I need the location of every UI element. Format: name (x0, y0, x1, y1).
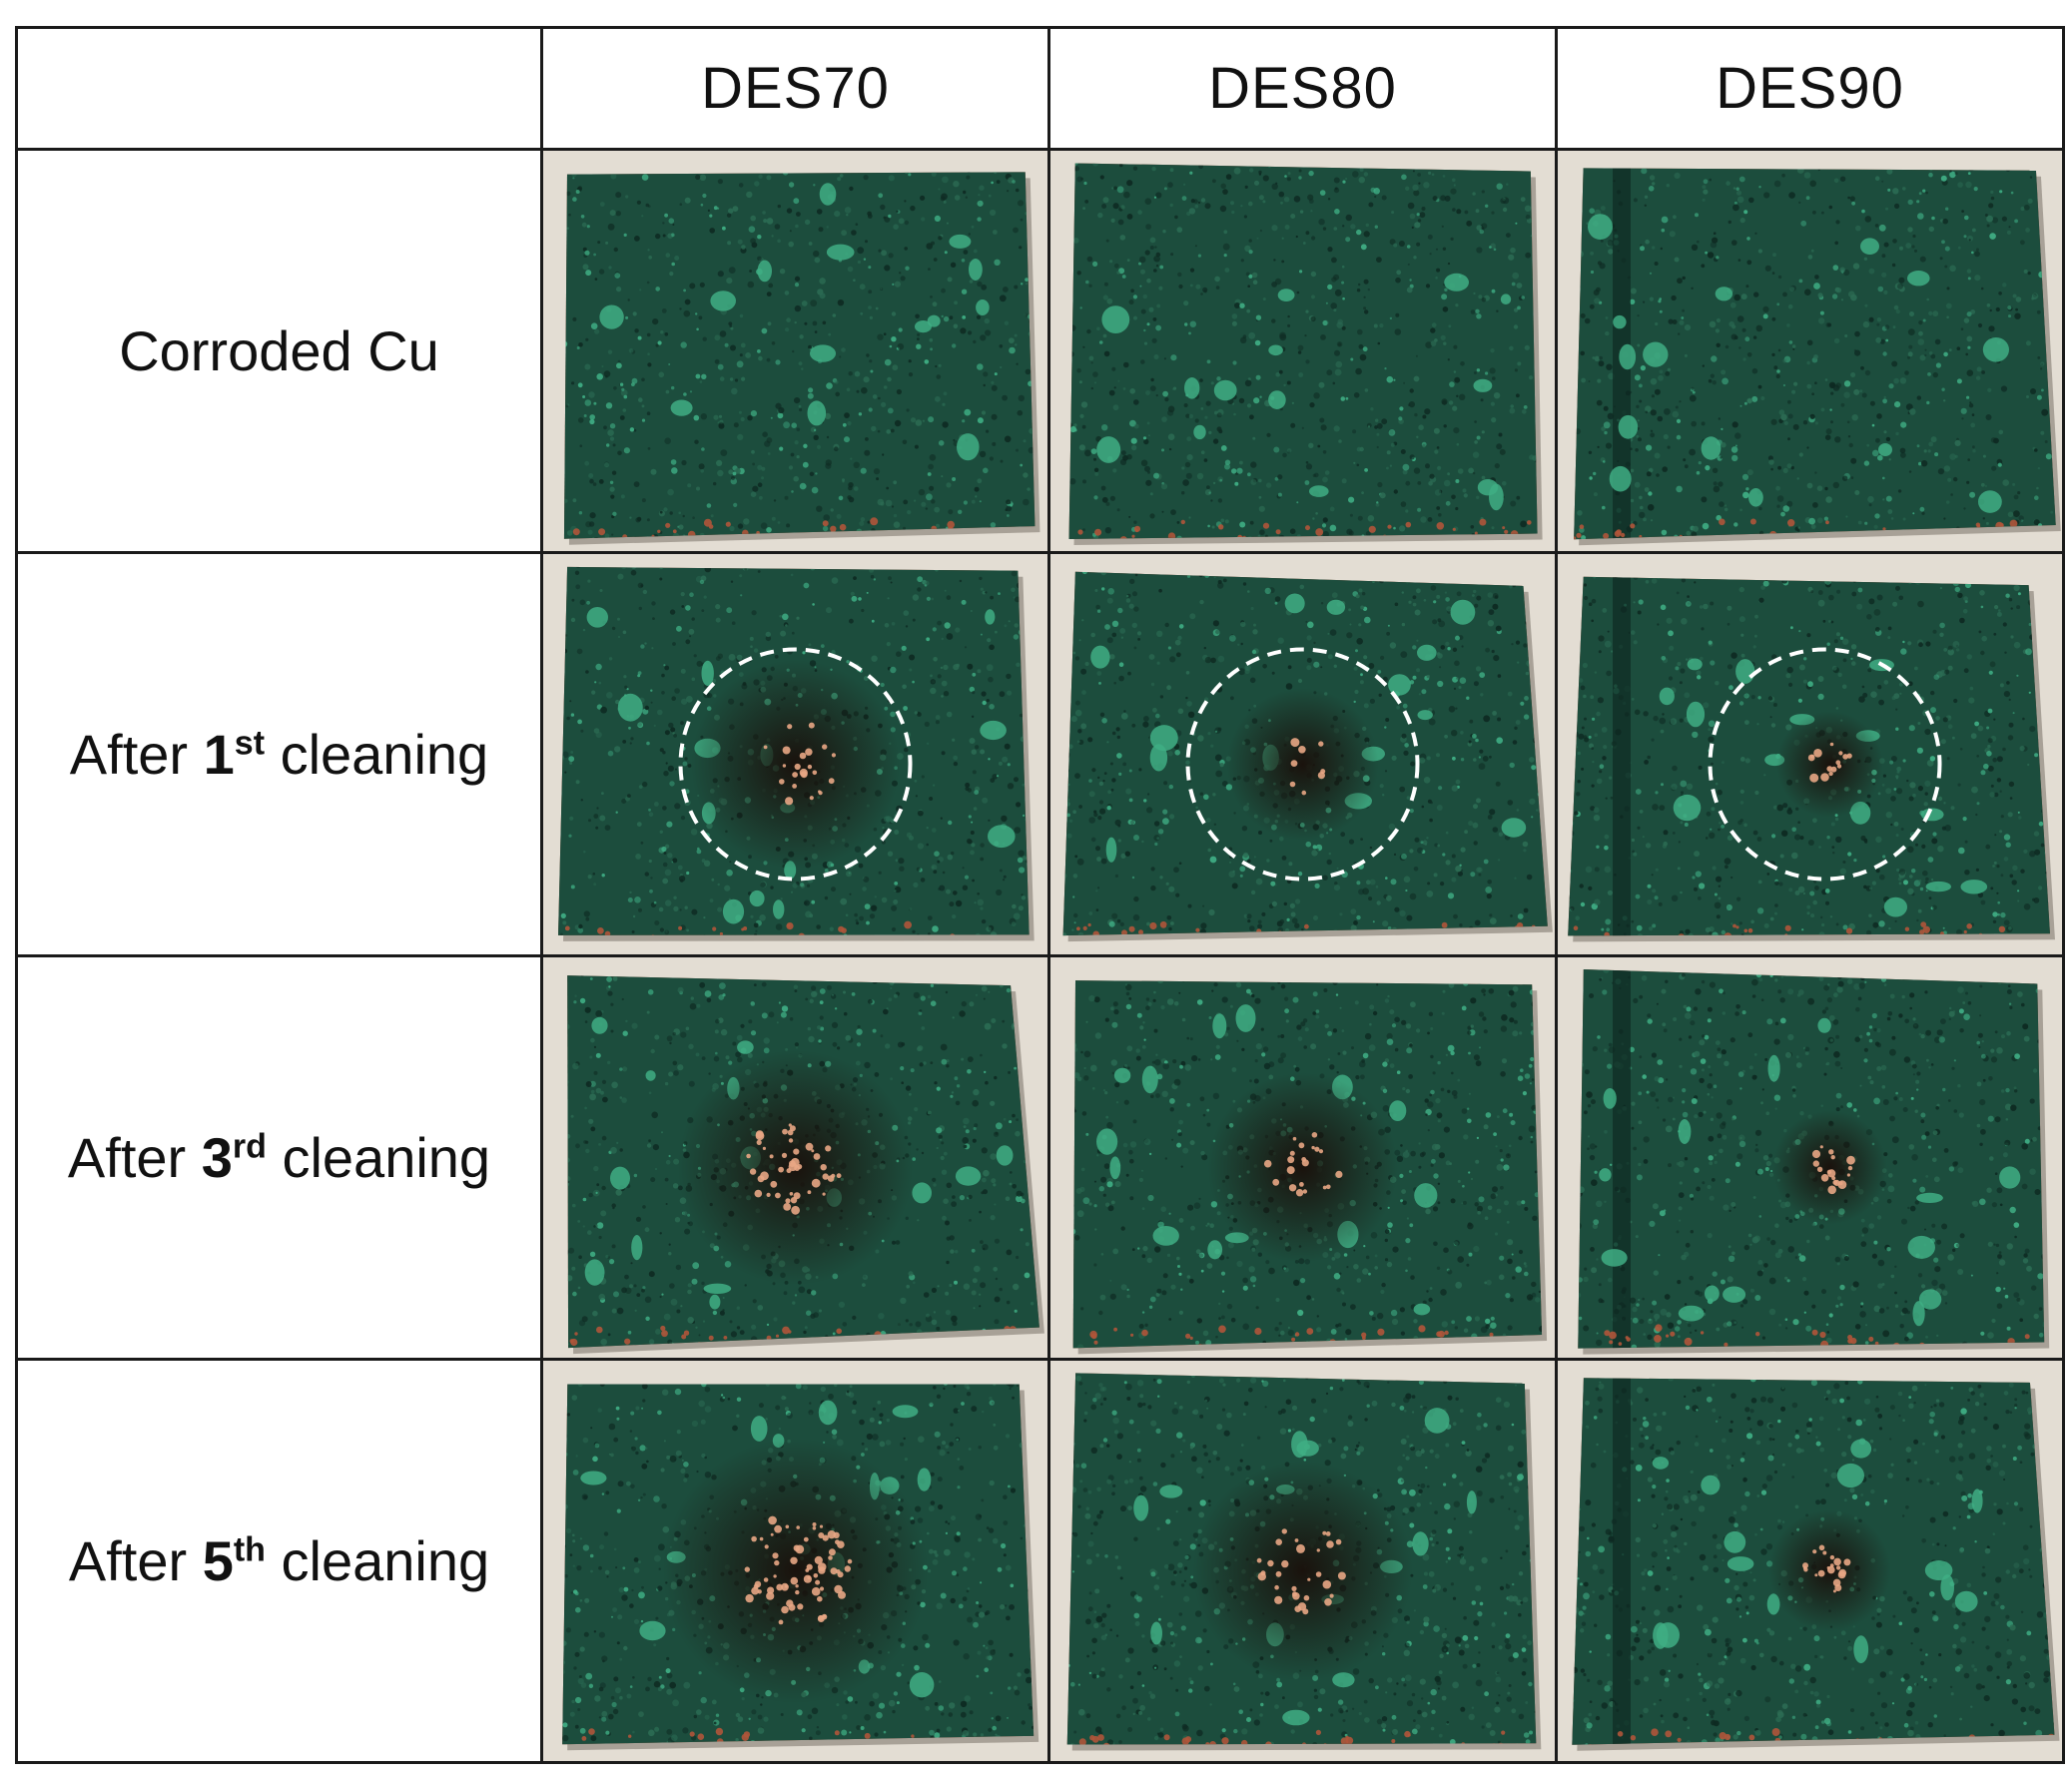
column-header-des90: DES90 (1555, 26, 2065, 151)
sample-photo (544, 152, 1046, 550)
photo-des70-corroded (540, 148, 1050, 554)
header-row: DES70 DES80 DES90 (15, 26, 2065, 151)
row-label-prefix: After (67, 1126, 202, 1189)
sample-photo (1559, 555, 2061, 953)
sample-photo (1051, 555, 1554, 953)
photo-des80-after-1st (1047, 551, 1558, 957)
row-label-cell: After 5th cleaning (15, 1358, 543, 1764)
row-label: After 3rd cleaning (68, 1126, 490, 1189)
photo-des90-after-5th (1555, 1358, 2065, 1764)
row-label-ordinal: st (234, 724, 266, 763)
row-label: Corroded Cu (119, 319, 439, 382)
row-label-prefix: Corroded Cu (119, 319, 439, 382)
row-label-number: 5 (202, 1529, 234, 1592)
column-header-label: DES90 (1716, 56, 1904, 121)
highlight-circle (678, 647, 913, 882)
sample-photo (1051, 958, 1554, 1357)
column-header-des70: DES70 (540, 26, 1050, 151)
photo-des80-corroded (1047, 148, 1558, 554)
row-label-ordinal: rd (232, 1127, 267, 1166)
column-header-des80: DES80 (1047, 26, 1558, 151)
row-after-1st-cleaning: After 1st cleaning (15, 551, 2065, 957)
photo-des90-corroded (1555, 148, 2065, 554)
sample-photo (544, 1362, 1046, 1760)
column-header-label: DES80 (1208, 56, 1397, 121)
sample-photo (1559, 1362, 2061, 1760)
row-label: After 5th cleaning (69, 1529, 489, 1592)
row-label-ordinal: th (233, 1530, 266, 1569)
row-after-5th-cleaning: After 5th cleaning (15, 1358, 2065, 1764)
column-header-label: DES70 (701, 56, 890, 121)
row-corroded: Corroded Cu (15, 148, 2065, 554)
photo-des70-after-5th (540, 1358, 1050, 1764)
photo-des80-after-5th (1047, 1358, 1558, 1764)
results-table: DES70 DES80 DES90 Corroded Cu After 1st … (15, 26, 2065, 1764)
row-label-number: 1 (203, 723, 235, 786)
photo-des80-after-3rd (1047, 954, 1558, 1361)
row-label-suffix: cleaning (266, 1126, 491, 1189)
sample-photo (544, 958, 1046, 1357)
sample-photo (544, 555, 1046, 953)
row-label: After 1st cleaning (70, 723, 488, 786)
row-label-prefix: After (69, 723, 204, 786)
row-label-suffix: cleaning (265, 1529, 490, 1592)
photo-des70-after-1st (540, 551, 1050, 957)
row-label-cell: Corroded Cu (15, 148, 543, 554)
row-label-prefix: After (68, 1529, 203, 1592)
row-label-cell: After 1st cleaning (15, 551, 543, 957)
row-label-number: 3 (201, 1126, 233, 1189)
sample-photo (1559, 152, 2061, 550)
corner-cell (15, 26, 543, 151)
highlight-circle (1708, 647, 1942, 882)
row-label-suffix: cleaning (265, 723, 489, 786)
photo-des90-after-1st (1555, 551, 2065, 957)
sample-photo (1051, 1362, 1554, 1760)
sample-photo (1051, 152, 1554, 550)
row-label-cell: After 3rd cleaning (15, 954, 543, 1361)
highlight-circle (1185, 647, 1420, 882)
row-after-3rd-cleaning: After 3rd cleaning (15, 954, 2065, 1361)
sample-photo (1559, 958, 2061, 1357)
photo-des90-after-3rd (1555, 954, 2065, 1361)
photo-des70-after-3rd (540, 954, 1050, 1361)
